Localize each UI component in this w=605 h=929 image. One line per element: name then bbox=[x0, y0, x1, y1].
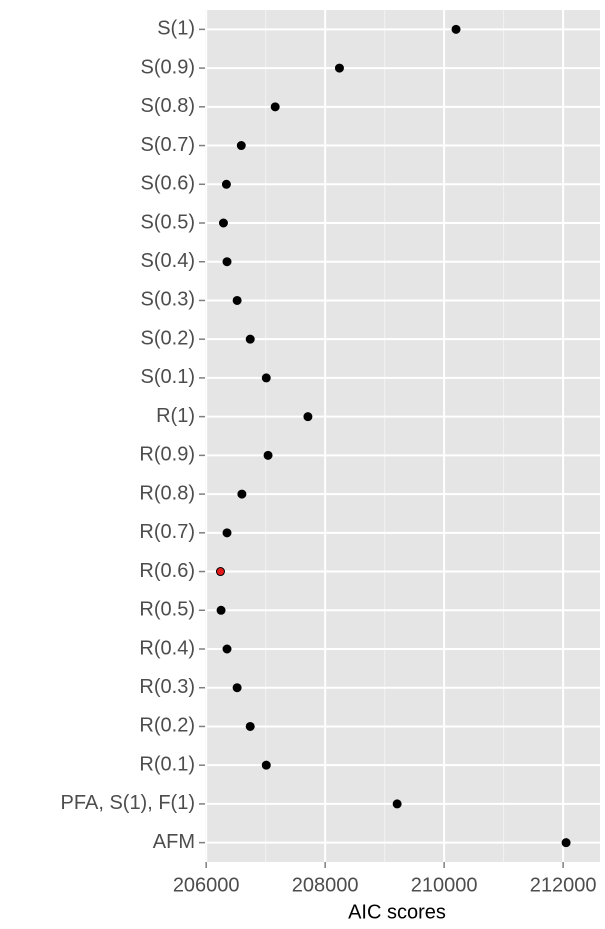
point bbox=[232, 295, 242, 305]
point bbox=[218, 218, 228, 228]
point bbox=[216, 605, 226, 615]
point bbox=[334, 63, 344, 73]
point bbox=[561, 838, 571, 848]
y-tick-label: S(0.4) bbox=[141, 250, 195, 272]
y-tick-label: R(0.9) bbox=[139, 444, 195, 466]
y-tick-label: S(1) bbox=[157, 18, 195, 40]
y-tick-label: S(0.7) bbox=[141, 134, 195, 156]
point bbox=[237, 489, 247, 499]
point bbox=[303, 412, 313, 422]
x-axis-title: AIC scores bbox=[348, 901, 446, 923]
point bbox=[232, 683, 242, 693]
y-tick-label: S(0.1) bbox=[141, 366, 195, 388]
y-tick-label: S(0.5) bbox=[141, 211, 195, 233]
y-tick-label: R(0.7) bbox=[139, 521, 195, 543]
x-tick-label: 208000 bbox=[292, 874, 359, 896]
point bbox=[245, 721, 255, 731]
y-tick-label: R(0.1) bbox=[139, 753, 195, 775]
y-tick-label: R(0.2) bbox=[139, 715, 195, 737]
y-tick-label: S(0.2) bbox=[141, 327, 195, 349]
point bbox=[261, 373, 271, 383]
y-tick-label: R(0.6) bbox=[139, 560, 195, 582]
y-tick-label: PFA, S(1), F(1) bbox=[61, 792, 195, 814]
y-tick-label: S(0.3) bbox=[141, 289, 195, 311]
point bbox=[222, 257, 232, 267]
y-tick-label: R(0.8) bbox=[139, 482, 195, 504]
panel bbox=[205, 10, 600, 862]
point bbox=[222, 644, 232, 654]
point bbox=[221, 179, 231, 189]
point bbox=[222, 528, 232, 538]
y-tick-label: R(0.4) bbox=[139, 637, 195, 659]
point bbox=[263, 450, 273, 460]
point bbox=[392, 799, 402, 809]
point bbox=[261, 760, 271, 770]
point bbox=[245, 334, 255, 344]
point bbox=[236, 141, 246, 151]
y-tick-label: R(0.5) bbox=[139, 599, 195, 621]
x-tick-label: 212000 bbox=[530, 874, 597, 896]
x-tick-label: 210000 bbox=[411, 874, 478, 896]
x-tick-label: 206000 bbox=[173, 874, 240, 896]
point bbox=[215, 567, 225, 577]
y-tick-label: S(0.8) bbox=[141, 95, 195, 117]
y-tick-label: R(1) bbox=[156, 405, 195, 427]
y-tick-label: S(0.6) bbox=[141, 173, 195, 195]
y-tick-label: AFM bbox=[153, 831, 195, 853]
y-tick-label: S(0.9) bbox=[141, 56, 195, 78]
point bbox=[270, 102, 280, 112]
point bbox=[451, 24, 461, 34]
y-tick-label: R(0.3) bbox=[139, 676, 195, 698]
